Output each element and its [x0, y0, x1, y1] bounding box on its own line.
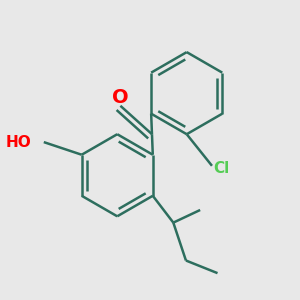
Text: HO: HO	[5, 135, 31, 150]
Text: Cl: Cl	[213, 161, 230, 176]
Text: O: O	[112, 88, 129, 107]
